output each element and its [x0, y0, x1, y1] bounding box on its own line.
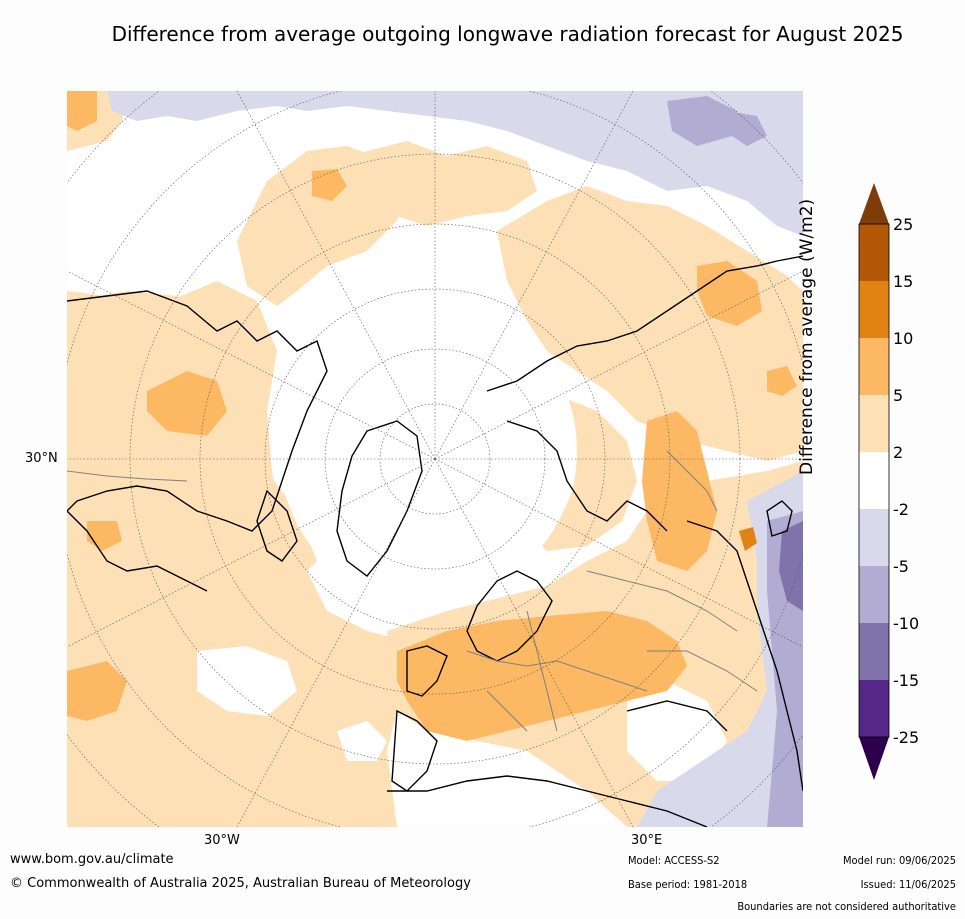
colorbar-under-triangle [859, 737, 889, 780]
colorbar-segment-neg15-neg10 [859, 623, 889, 680]
colorbar: 25 15 10 5 2 -2 -5 -10 -15 -25 [840, 180, 960, 790]
anomaly-10-to-15 [739, 527, 757, 551]
colorbar-segment-neg25-neg15 [859, 680, 889, 737]
colorbar-tick: -15 [893, 671, 919, 690]
footer-issued: Issued: 11/06/2025 [860, 878, 956, 891]
anomaly-minus-10-to-minus-15 [779, 521, 803, 611]
footer-copyright: © Commonwealth of Australia 2025, Austra… [10, 876, 471, 891]
footer-model-run: Model run: 09/06/2025 [843, 854, 956, 867]
lon-label-30e: 30°E [631, 833, 663, 848]
map-title: Difference from average outgoing longwav… [111, 22, 904, 46]
anomaly-5-to-10 [67, 91, 797, 741]
colorbar-tick: -25 [893, 728, 919, 747]
colorbar-tick: -10 [893, 614, 919, 633]
colorbar-tick: -2 [893, 500, 909, 519]
anomaly-minus-2-to-minus-5 [107, 91, 803, 827]
lat-label-30n: 30°N [25, 451, 58, 466]
colorbar-segment-15-25 [859, 224, 889, 281]
colorbar-segment-5-10 [859, 338, 889, 395]
footer-base-period: Base period: 1981-2018 [628, 878, 748, 891]
colorbar-tick: 10 [893, 329, 913, 348]
colorbar-tick: -5 [893, 557, 909, 576]
footer-model: Model: ACCESS-S2 [628, 854, 720, 867]
colorbar-svg: 25 15 10 5 2 -2 -5 -10 -15 -25 [858, 183, 919, 780]
coastlines [67, 255, 803, 827]
colorbar-segment-neg10-neg5 [859, 566, 889, 623]
lon-label-30w: 30°W [204, 833, 240, 848]
colorbar-segment-2-5 [859, 395, 889, 452]
colorbar-segment-10-15 [859, 281, 889, 338]
colorbar-tick: 5 [893, 386, 903, 405]
footer-url: www.bom.gov.au/climate [10, 852, 174, 867]
footer-disclaimer: Boundaries are not considered authoritat… [737, 900, 956, 913]
colorbar-over-triangle [859, 183, 889, 224]
colorbar-title: Difference from average (W/m2) [796, 198, 817, 475]
colorbar-tick: 2 [893, 443, 903, 462]
country-borders [67, 450, 758, 732]
colorbar-segment-neg5-neg2 [859, 509, 889, 566]
polar-map [67, 91, 803, 827]
anomaly-near-zero [197, 306, 727, 781]
colorbar-tick: 25 [893, 215, 913, 234]
colorbar-segment-neg2-2 [859, 452, 889, 509]
colorbar-tick: 15 [893, 272, 913, 291]
graticule [67, 91, 803, 827]
